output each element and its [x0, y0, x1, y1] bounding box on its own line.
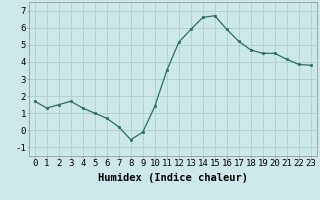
X-axis label: Humidex (Indice chaleur): Humidex (Indice chaleur) — [98, 173, 248, 183]
